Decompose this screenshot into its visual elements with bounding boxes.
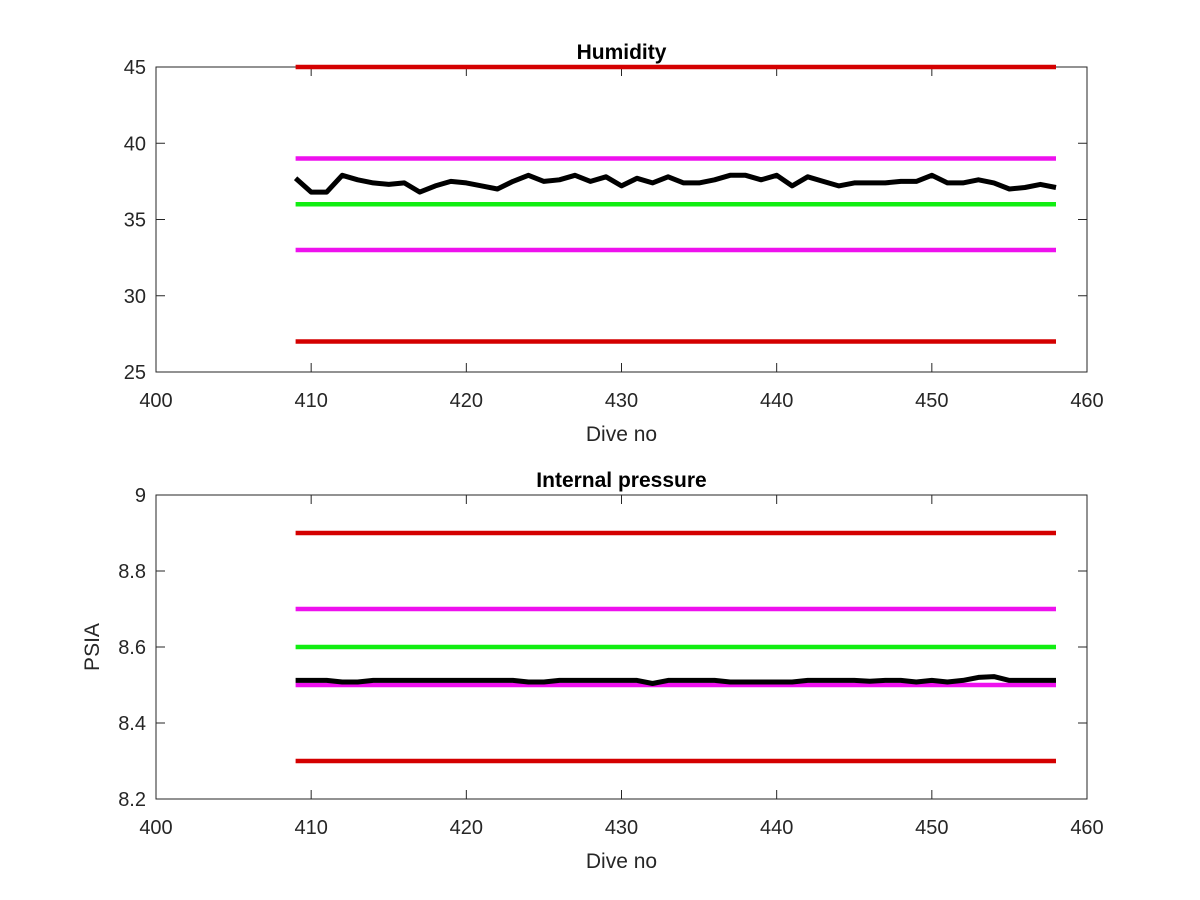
y-tick-label: 8.2 [118,789,146,811]
axes-box [155,66,1088,373]
x-axis-label: Dive no [586,423,657,446]
x-tick-label: 440 [760,817,793,839]
internal-pressure-chart: 400 410 420 430 440 450 460 8.2 8.4 8.6 8.8 9 Intern… [81,469,1104,873]
y-tick-label: 8.8 [118,561,146,583]
x-tick-label: 430 [605,390,638,412]
x-tick-label: 400 [139,817,172,839]
y-tick-label: 9 [135,485,146,507]
x-tick-label: 440 [760,390,793,412]
y-tick-label: 8.6 [118,637,146,659]
x-tick-label: 460 [1070,390,1103,412]
humidity-chart: 400 410 420 430 440 450 460 25 30 35 40 45 Humidity D… [124,41,1104,446]
y-tick-label: 35 [124,210,146,232]
chart-title: Humidity [577,41,667,64]
y-tick-label: 40 [124,133,146,155]
x-tick-label: 450 [915,390,948,412]
data-series-line [295,674,1056,686]
x-tick-label: 420 [450,390,483,412]
x-tick-label: 410 [294,817,327,839]
x-axis-label: Dive no [586,850,657,873]
data-series-line [293,172,1057,195]
x-tick-label: 460 [1070,817,1103,839]
y-tick-label: 25 [124,362,146,384]
y-tick-label: 30 [124,286,146,308]
x-tick-label: 410 [294,390,327,412]
y-axis-label: PSIA [81,623,104,671]
chart-title: Internal pressure [536,469,706,492]
y-tick-label: 8.4 [118,713,146,735]
y-tick-label: 45 [124,57,146,79]
x-tick-label: 430 [605,817,638,839]
x-tick-label: 400 [139,390,172,412]
x-tick-label: 450 [915,817,948,839]
x-tick-label: 420 [450,817,483,839]
